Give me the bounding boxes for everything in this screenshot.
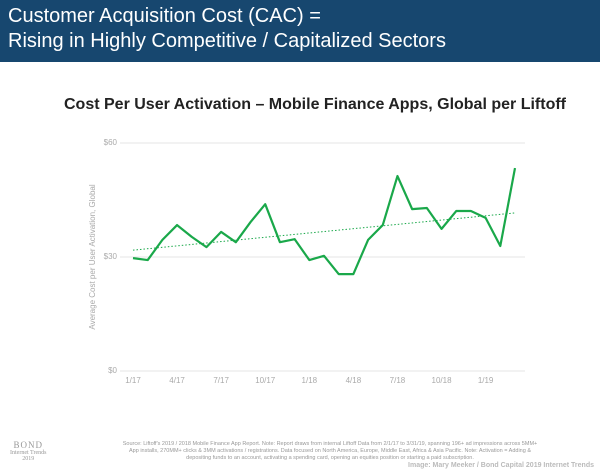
y-axis-label: Average Cost per User Activation, Global [88, 184, 97, 329]
chart-title: Cost Per User Activation – Mobile Financ… [64, 96, 567, 113]
data-line [132, 167, 517, 276]
y-tick-label: $60 [104, 138, 118, 147]
logo-text: Internet Trends [10, 450, 47, 456]
x-tick-label: 1/19 [478, 376, 494, 385]
x-tick-label: 1/17 [125, 376, 141, 385]
credit: Image: Mary Meeker / Bond Capital 2019 I… [408, 462, 594, 469]
x-tick-label: 4/18 [346, 376, 362, 385]
header-title: Rising in Highly Competitive / Capitaliz… [8, 30, 446, 52]
y-tick-label: $0 [108, 366, 117, 375]
x-tick-label: 4/17 [169, 376, 185, 385]
chart: Cost Per User Activation – Mobile Financ… [64, 96, 567, 385]
logo-text: 2019 [22, 456, 35, 462]
logo-text: BOND [13, 440, 43, 450]
source-note: Source: Liftoff's 2019 / 2018 Mobile Fin… [122, 441, 538, 461]
x-tick-label: 7/17 [213, 376, 229, 385]
logo: BOND Internet Trends 2019 [10, 440, 47, 462]
header: Customer Acquisition Cost (CAC) = Rising… [0, 0, 600, 62]
header-title: Customer Acquisition Cost (CAC) = [8, 5, 321, 27]
x-tick-label: 10/18 [432, 376, 453, 385]
x-tick-label: 7/18 [390, 376, 406, 385]
trend-line [132, 212, 516, 251]
x-tick-label: 1/18 [302, 376, 318, 385]
y-tick-label: $30 [104, 252, 118, 261]
x-tick-label: 10/17 [255, 376, 276, 385]
